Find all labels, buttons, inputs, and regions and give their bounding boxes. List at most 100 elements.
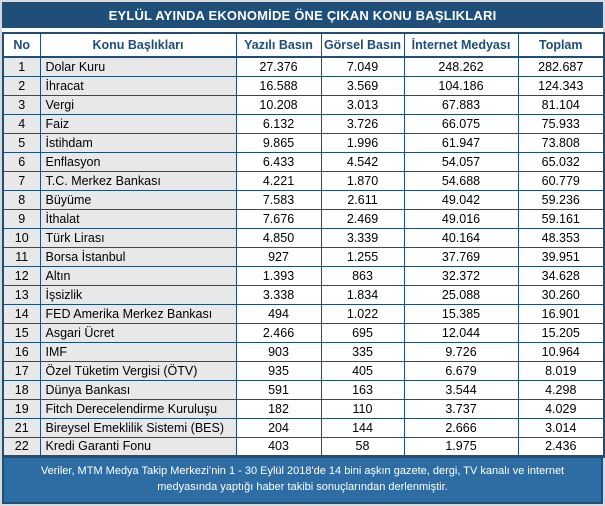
table-row: 11 Borsa İstanbul 927 1.255 37.769 39.951 xyxy=(2,246,605,267)
print-media-cell: 494 xyxy=(235,303,322,324)
visual-media-cell: 1.022 xyxy=(320,303,405,324)
visual-media-cell: 163 xyxy=(320,379,405,400)
total-cell: 65.032 xyxy=(517,151,605,172)
internet-media-cell: 49.042 xyxy=(403,189,519,210)
internet-media-cell: 15.385 xyxy=(403,303,519,324)
row-number-cell: 16 xyxy=(2,341,41,362)
visual-media-cell: 405 xyxy=(320,360,405,381)
internet-media-cell: 54.057 xyxy=(403,151,519,172)
table-body: 1 Dolar Kuru 27.376 7.049 248.262 282.687 2 İhr… xyxy=(2,56,605,457)
internet-media-cell: 248.262 xyxy=(403,56,519,77)
print-media-cell: 10.208 xyxy=(235,94,322,115)
internet-media-cell: 32.372 xyxy=(403,265,519,286)
row-number-cell: 7 xyxy=(2,170,41,191)
topic-cell: İşsizlik xyxy=(39,284,237,305)
total-cell: 39.951 xyxy=(517,246,605,267)
print-media-cell: 7.676 xyxy=(235,208,322,229)
visual-media-cell: 2.469 xyxy=(320,208,405,229)
visual-media-cell: 3.726 xyxy=(320,113,405,134)
print-media-cell: 6.433 xyxy=(235,151,322,172)
total-cell: 8.019 xyxy=(517,360,605,381)
total-cell: 10.964 xyxy=(517,341,605,362)
table-row: 15 Asgari Ücret 2.466 695 12.044 15.205 xyxy=(2,322,605,343)
topic-cell: T.C. Merkez Bankası xyxy=(39,170,237,191)
print-media-cell: 6.132 xyxy=(235,113,322,134)
topics-table: No Konu Başlıkları Yazılı Basın Görsel B… xyxy=(2,32,605,458)
print-media-cell: 903 xyxy=(235,341,322,362)
internet-media-cell: 66.075 xyxy=(403,113,519,134)
visual-media-cell: 58 xyxy=(320,436,405,457)
source-note: Veriler, MTM Medya Takip Merkezi’nin 1 -… xyxy=(2,457,603,504)
topic-cell: IMF xyxy=(39,341,237,362)
print-media-cell: 3.338 xyxy=(235,284,322,305)
total-cell: 2.436 xyxy=(517,436,605,457)
table-row: 22 Kredi Garanti Fonu 403 58 1.975 2.436 xyxy=(2,436,605,457)
total-cell: 81.104 xyxy=(517,94,605,115)
row-number-cell: 5 xyxy=(2,132,41,153)
print-media-cell: 9.865 xyxy=(235,132,322,153)
print-media-cell: 27.376 xyxy=(235,56,322,77)
row-number-cell: 4 xyxy=(2,113,41,134)
internet-media-cell: 67.883 xyxy=(403,94,519,115)
table-row: 17 Özel Tüketim Vergisi (ÖTV) 935 405 6.679 8… xyxy=(2,360,605,381)
print-media-cell: 4.850 xyxy=(235,227,322,248)
visual-media-cell: 863 xyxy=(320,265,405,286)
topic-cell: Fitch Derecelendirme Kuruluşu xyxy=(39,398,237,419)
visual-media-cell: 1.996 xyxy=(320,132,405,153)
internet-media-cell: 2.666 xyxy=(403,417,519,438)
print-media-cell: 2.466 xyxy=(235,322,322,343)
topic-cell: Kredi Garanti Fonu xyxy=(39,436,237,457)
internet-media-cell: 54.688 xyxy=(403,170,519,191)
visual-media-cell: 110 xyxy=(320,398,405,419)
header-internet-media: İnternet Medyası xyxy=(403,32,519,58)
visual-media-cell: 144 xyxy=(320,417,405,438)
source-note-text: Veriler, MTM Medya Takip Merkezi’nin 1 -… xyxy=(40,465,565,493)
topic-cell: Bireysel Emeklilik Sistemi (BES) xyxy=(39,417,237,438)
row-number-cell: 8 xyxy=(2,189,41,210)
topic-cell: FED Amerika Merkez Bankası xyxy=(39,303,237,324)
row-number-cell: 11 xyxy=(2,246,41,267)
visual-media-cell: 335 xyxy=(320,341,405,362)
visual-media-cell: 1.870 xyxy=(320,170,405,191)
row-number-cell: 18 xyxy=(2,379,41,400)
total-cell: 30.260 xyxy=(517,284,605,305)
print-media-cell: 7.583 xyxy=(235,189,322,210)
topic-cell: Türk Lirası xyxy=(39,227,237,248)
table-row: 6 Enflasyon 6.433 4.542 54.057 65.032 xyxy=(2,151,605,172)
total-cell: 75.933 xyxy=(517,113,605,134)
row-number-cell: 19 xyxy=(2,398,41,419)
row-number-cell: 3 xyxy=(2,94,41,115)
print-media-cell: 403 xyxy=(235,436,322,457)
header-visual-media: Görsel Basın xyxy=(320,32,405,58)
topic-cell: İstihdam xyxy=(39,132,237,153)
visual-media-cell: 695 xyxy=(320,322,405,343)
visual-media-cell: 3.569 xyxy=(320,75,405,96)
report-title: EYLÜL AYINDA EKONOMİDE ÖNE ÇIKAN KONU BA… xyxy=(108,7,497,23)
topic-cell: İhracat xyxy=(39,75,237,96)
topic-cell: Altın xyxy=(39,265,237,286)
visual-media-cell: 3.339 xyxy=(320,227,405,248)
topic-cell: Dolar Kuru xyxy=(39,56,237,77)
row-number-cell: 2 xyxy=(2,75,41,96)
internet-media-cell: 3.544 xyxy=(403,379,519,400)
title-table-gap xyxy=(2,28,603,32)
print-media-cell: 182 xyxy=(235,398,322,419)
total-cell: 15.205 xyxy=(517,322,605,343)
table-row: 10 Türk Lirası 4.850 3.339 40.164 48.353 xyxy=(2,227,605,248)
row-number-cell: 17 xyxy=(2,360,41,381)
topic-cell: Vergi xyxy=(39,94,237,115)
table-row: 14 FED Amerika Merkez Bankası 494 1.022 15.3… xyxy=(2,303,605,324)
total-cell: 60.779 xyxy=(517,170,605,191)
total-cell: 124.343 xyxy=(517,75,605,96)
header-total: Toplam xyxy=(517,32,605,58)
internet-media-cell: 61.947 xyxy=(403,132,519,153)
topic-cell: Asgari Ücret xyxy=(39,322,237,343)
internet-media-cell: 104.186 xyxy=(403,75,519,96)
print-media-cell: 16.588 xyxy=(235,75,322,96)
total-cell: 59.236 xyxy=(517,189,605,210)
table-row: 5 İstihdam 9.865 1.996 61.947 73.808 xyxy=(2,132,605,153)
total-cell: 282.687 xyxy=(517,56,605,77)
topic-cell: Borsa İstanbul xyxy=(39,246,237,267)
table-row: 7 T.C. Merkez Bankası 4.221 1.870 54.688 60.7… xyxy=(2,170,605,191)
